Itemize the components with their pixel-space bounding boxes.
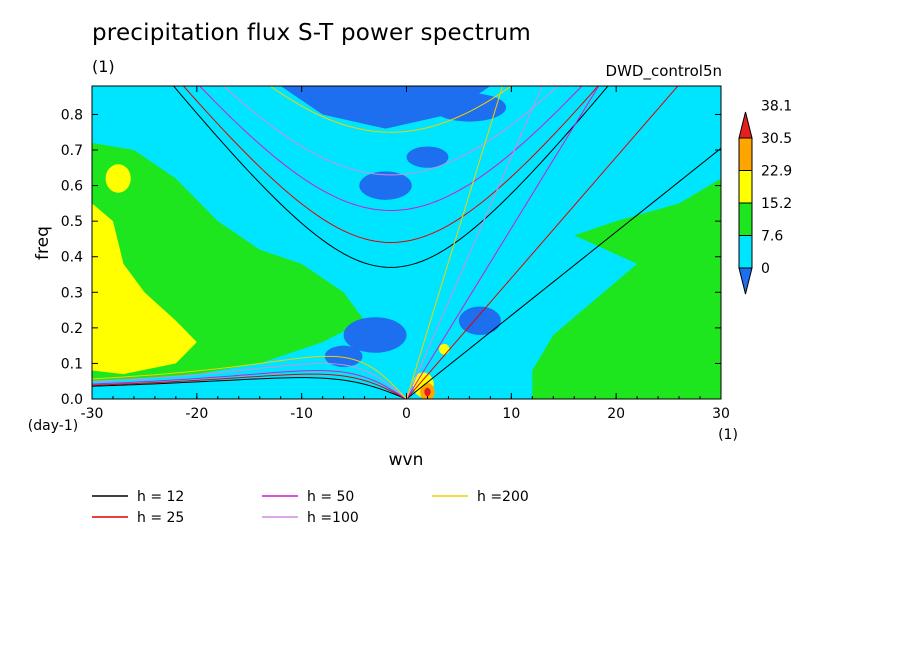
x-tick-label: 30 — [712, 406, 730, 422]
colorbar: 0 7.6 15.2 22.9 30.5 38.1 — [738, 99, 792, 295]
y-axis-label: freq — [33, 226, 53, 260]
y-tick-label: 0.6 — [61, 179, 83, 195]
colorbar-level-label: 7.6 — [761, 229, 783, 245]
colorbar-bottom-triangle — [738, 267, 753, 295]
y-tick-label: 0.4 — [61, 250, 83, 266]
contour-region-yellow-spot — [112, 338, 176, 360]
y-tick-label: 0.1 — [61, 356, 83, 372]
rossby-curve-h12 — [92, 377, 407, 399]
x-tick-label: -20 — [185, 406, 208, 422]
contour-region-yellow-spot — [438, 343, 450, 355]
legend-label: h = 50 — [307, 489, 354, 505]
contour-region-red-spot — [424, 387, 431, 397]
contour-region-blue-spot — [406, 146, 449, 168]
inertia-gravity-curve-h100 — [222, 86, 559, 176]
colorbar-segment — [738, 202, 753, 236]
x-axis-label: wvn — [389, 450, 424, 470]
dataset-label: DWD_control5n — [605, 62, 722, 80]
units-label: (1) — [92, 57, 115, 76]
x-unit-label: (1) — [718, 427, 738, 443]
x-tick-label: 20 — [607, 406, 625, 422]
chart-title: precipitation flux S-T power spectrum — [92, 20, 531, 46]
contour-patches — [92, 86, 721, 399]
kelvin-curve-h25 — [406, 86, 679, 399]
kelvin-curve-h200 — [406, 86, 504, 399]
y-tick-label: 0.5 — [61, 214, 83, 230]
y-tick-label: 0.7 — [61, 143, 83, 159]
colorbar-level-label: 0 — [761, 261, 770, 277]
contour-region-green-right — [532, 178, 721, 399]
y-tick-label: 0.8 — [61, 107, 83, 123]
contour-region-blue-top — [280, 86, 491, 129]
y-tick-label: 0.2 — [61, 321, 83, 337]
contour-region-blue-spot — [324, 345, 363, 367]
y-tick-label: 0.3 — [61, 285, 83, 301]
inertia-gravity-curve-h50 — [198, 86, 583, 211]
rossby-curve-h100 — [92, 362, 407, 399]
x-tick-label: 0 — [402, 406, 411, 422]
colorbar-segment — [738, 137, 753, 171]
kelvin-curve-h50 — [406, 86, 600, 399]
colorbar-segment — [738, 170, 753, 204]
inertia-gravity-curve-h12 — [172, 86, 609, 268]
colorbar-level-label: 22.9 — [761, 164, 792, 180]
dispersion-curves — [92, 86, 721, 399]
axes: -30 -20 -10 0 10 20 30 0.0 0.1 0.2 0.3 0.4 0.5 0.6 0.7… — [28, 86, 738, 470]
contour-region-blue-spot — [432, 93, 507, 122]
y-unit-label: (day-1) — [28, 418, 78, 434]
legend-label: h = 12 — [137, 489, 184, 505]
contour-region-blue-spot — [359, 171, 412, 200]
y-tick-label: 0.0 — [61, 392, 83, 408]
contour-region-yellow-spot — [105, 164, 131, 193]
inertia-gravity-curve-h25 — [182, 86, 599, 244]
x-tick-label: -10 — [290, 406, 313, 422]
colorbar-level-label: 30.5 — [761, 131, 792, 147]
contour-region-yellow-left — [92, 203, 197, 375]
kelvin-curve-h100 — [406, 86, 543, 399]
colorbar-segment — [738, 235, 753, 269]
colorbar-level-label: 38.1 — [761, 99, 792, 115]
rossby-curve-h50 — [92, 370, 407, 399]
colorbar-top-triangle — [738, 111, 753, 139]
colorbar-level-label: 15.2 — [761, 196, 792, 212]
contour-region-blue-spot — [458, 306, 501, 335]
legend-label: h =100 — [307, 510, 359, 526]
x-tick-label: 10 — [502, 406, 520, 422]
contour-region-blue-spot — [343, 317, 407, 353]
kelvin-curve-h12 — [406, 147, 721, 399]
legend: h = 12 h = 25 h = 50 h =100 h =200 — [92, 489, 529, 526]
legend-label: h = 25 — [137, 510, 184, 526]
legend-label: h =200 — [477, 489, 529, 505]
inertia-gravity-curve-h200 — [269, 86, 513, 133]
rossby-curve-h200 — [92, 355, 407, 399]
rossby-curve-h25 — [92, 373, 407, 399]
x-tick-label: -30 — [81, 406, 104, 422]
